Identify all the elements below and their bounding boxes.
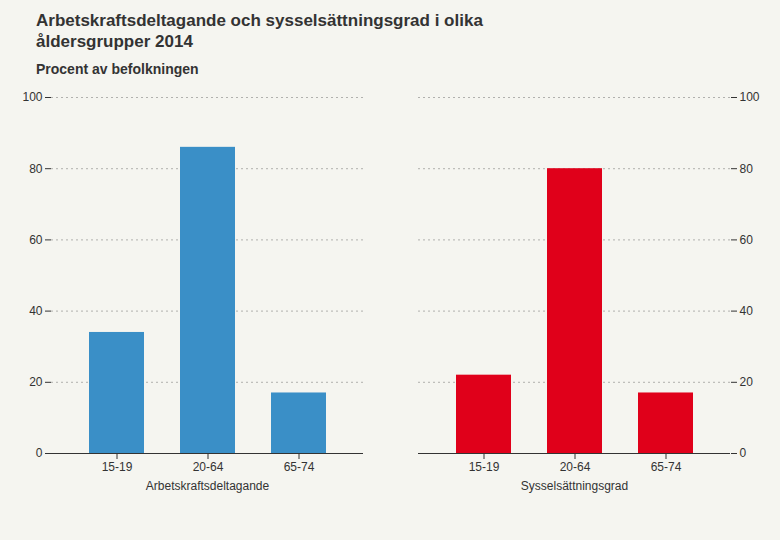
svg-text:15-19: 15-19 bbox=[102, 460, 133, 474]
svg-text:20-64: 20-64 bbox=[193, 460, 224, 474]
svg-text:100: 100 bbox=[740, 90, 760, 104]
svg-text:60: 60 bbox=[29, 232, 43, 246]
svg-text:Sysselsättningsgrad: Sysselsättningsgrad bbox=[521, 478, 628, 492]
svg-text:100: 100 bbox=[22, 90, 42, 104]
svg-text:0: 0 bbox=[740, 446, 747, 460]
svg-text:0: 0 bbox=[36, 446, 43, 460]
svg-text:65-74: 65-74 bbox=[651, 460, 682, 474]
svg-text:20: 20 bbox=[29, 375, 43, 389]
svg-text:20-64: 20-64 bbox=[560, 460, 591, 474]
svg-text:20: 20 bbox=[740, 375, 754, 389]
svg-text:80: 80 bbox=[740, 161, 754, 175]
svg-text:40: 40 bbox=[29, 303, 43, 317]
svg-text:15-19: 15-19 bbox=[469, 460, 500, 474]
svg-text:80: 80 bbox=[29, 161, 43, 175]
svg-text:Arbetskraftsdeltagande: Arbetskraftsdeltagande bbox=[146, 478, 270, 492]
html-text:Arbetskraftsdeltagande och sys: Arbetskraftsdeltagande och sysselsättnin… bbox=[36, 11, 483, 52]
svg-text:60: 60 bbox=[740, 232, 754, 246]
svg-text:40: 40 bbox=[740, 303, 754, 317]
html-text:Procent av befolkningen: Procent av befolkningen bbox=[36, 60, 199, 77]
svg-text:65-74: 65-74 bbox=[284, 460, 315, 474]
